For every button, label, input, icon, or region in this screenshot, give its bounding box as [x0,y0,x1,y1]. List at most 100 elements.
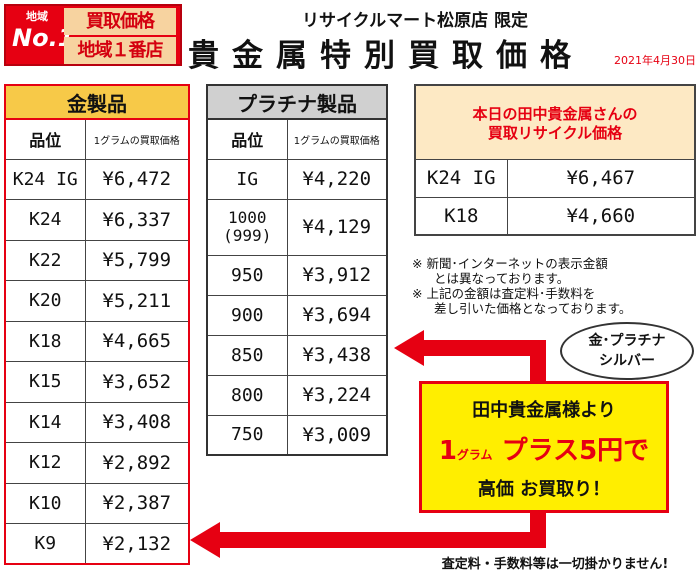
note-1a: ※ 新聞･インターネットの表示金額 [412,256,608,271]
gold-price: ¥3,408 [84,401,190,443]
note-2a: ※ 上記の金額は査定料･手数料を [412,286,596,301]
table-row: 800 ¥3,224 [206,374,388,416]
table-row: 850 ¥3,438 [206,334,388,376]
tanaka-reference-table: 本日の田中貴金属さんの 買取リサイクル価格 K24 IG ¥6,467 K18 ¥4… [414,84,697,236]
promo-gram-number: 1 [438,436,457,466]
gold-grade: K9 [4,523,86,565]
platinum-col-grade: 品位 [206,118,288,160]
table-row: K20 ¥5,211 [4,280,190,322]
gold-col-grade: 品位 [4,118,86,160]
platinum-grade: 800 [206,374,288,416]
gold-price: ¥2,387 [84,482,190,524]
badge-region-label: 地域 [26,10,48,23]
promo-bonus-text: プラス5円で [501,436,650,466]
table-row: K24 ¥6,337 [4,199,190,241]
note-2b: 差し引いた価格となっております。 [434,301,632,316]
gold-price: ¥2,132 [84,523,190,565]
gold-price: ¥5,799 [84,239,190,281]
bubble-line-1: 金･プラチナ [588,333,666,349]
store-name: リサイクルマート松原店 限定 [301,11,529,31]
gold-grade: K12 [4,442,86,484]
price-date: 2021年4月30日 [614,54,696,67]
table-row: K18 ¥4,665 [4,320,190,362]
platinum-grade: IG [206,158,288,200]
gold-price: ¥5,211 [84,280,190,322]
gold-grade: K18 [4,320,86,362]
gold-table-title: 金製品 [4,84,190,120]
table-row: K9 ¥2,132 [4,523,190,565]
platinum-price: ¥3,224 [286,374,388,416]
platinum-price: ¥4,129 [286,198,388,256]
gold-price: ¥3,652 [84,361,190,403]
badge-line-1: 買取価格 [64,8,176,35]
promo-gram-unit: グラム [456,448,493,462]
tanaka-title-line-1: 本日の田中貴金属さんの [472,105,638,124]
gold-grade: K15 [4,361,86,403]
gold-grade: K14 [4,401,86,443]
gold-price-table: 金製品 品位 1グラムの買取価格 K24 IG ¥6,472 K24 ¥6,337 … [4,84,190,565]
gold-grade: K24 IG [4,158,86,200]
table-row: IG ¥4,220 [206,158,388,200]
platinum-price: ¥3,438 [286,334,388,376]
tanaka-title-line-2: 買取リサイクル価格 [487,124,623,143]
arrow-to-gold-head-icon [190,522,220,558]
platinum-grade: 850 [206,334,288,376]
no-fee-notice: 査定料・手数料等は一切掛かりません! [441,557,669,572]
platinum-grade-sub: (999) [223,226,272,245]
promo-line-3: 高価 お買取り！ [477,479,611,500]
tanaka-grade: K24 IG [414,158,508,198]
platinum-price: ¥3,009 [286,414,388,456]
platinum-grade: 1000 (999) [206,198,288,256]
tanaka-table-title: 本日の田中貴金属さんの 買取リサイクル価格 [414,84,696,160]
table-row: 1000 (999) ¥4,129 [206,198,388,256]
arrow-to-platinum-head-icon [394,330,424,366]
table-row: 950 ¥3,912 [206,254,388,296]
bonus-promo-box: 田中貴金属様より 1グラム プラス5円で 高価 お買取り！ [419,381,669,513]
gold-price: ¥2,892 [84,442,190,484]
tanaka-price: ¥4,660 [506,196,696,236]
gold-price: ¥6,337 [84,199,190,241]
price-notes: ※ 新聞･インターネットの表示金額 とは異なっております。 ※ 上記の金額は査定… [412,256,698,316]
tanaka-grade: K18 [414,196,508,236]
note-1b: とは異なっております。 [434,271,570,286]
arrow-to-platinum-shaft [418,340,546,356]
platinum-grade: 750 [206,414,288,456]
table-row: K22 ¥5,799 [4,239,190,281]
table-row: 750 ¥3,009 [206,414,388,456]
table-row: K12 ¥2,892 [4,442,190,484]
table-row: K15 ¥3,652 [4,361,190,403]
badge-line-2: 地域１番店 [64,37,176,64]
arrow-to-platinum-riser [530,340,546,382]
gold-price: ¥6,472 [84,158,190,200]
gold-grade: K10 [4,482,86,524]
table-row: K14 ¥3,408 [4,401,190,443]
table-row: 900 ¥3,694 [206,294,388,336]
promo-line-2: 1グラム プラス5円で [422,430,666,467]
gold-grade: K22 [4,239,86,281]
table-row: K24 IG ¥6,467 [414,158,696,198]
badge-no1-text: No.1 [12,24,75,52]
tanaka-price: ¥6,467 [506,158,696,198]
bubble-line-2: シルバー [599,353,655,369]
page-title: 貴金属特別買取価格 [188,38,584,74]
gold-grade: K24 [4,199,86,241]
metal-types-bubble: 金･プラチナ シルバー [560,322,694,380]
table-row: K18 ¥4,660 [414,196,696,236]
platinum-grade: 950 [206,254,288,296]
gold-col-price: 1グラムの買取価格 [84,118,190,160]
platinum-grade: 900 [206,294,288,336]
arrow-to-gold-shaft [216,532,546,548]
ranking-badge: 地域 No.1 買取価格 地域１番店 [4,4,182,66]
gold-price: ¥4,665 [84,320,190,362]
platinum-price-table: プラチナ製品 品位 1グラムの買取価格 IG ¥4,220 1000 (999) … [206,84,388,456]
platinum-price: ¥3,912 [286,254,388,296]
platinum-col-price: 1グラムの買取価格 [286,118,388,160]
gold-grade: K20 [4,280,86,322]
no1-mark: 地域 No.1 [12,10,75,53]
platinum-price: ¥3,694 [286,294,388,336]
platinum-grade-main: 1000 [227,208,267,227]
table-row: K10 ¥2,387 [4,482,190,524]
table-row: K24 IG ¥6,472 [4,158,190,200]
platinum-table-title: プラチナ製品 [206,84,388,120]
platinum-price: ¥4,220 [286,158,388,200]
